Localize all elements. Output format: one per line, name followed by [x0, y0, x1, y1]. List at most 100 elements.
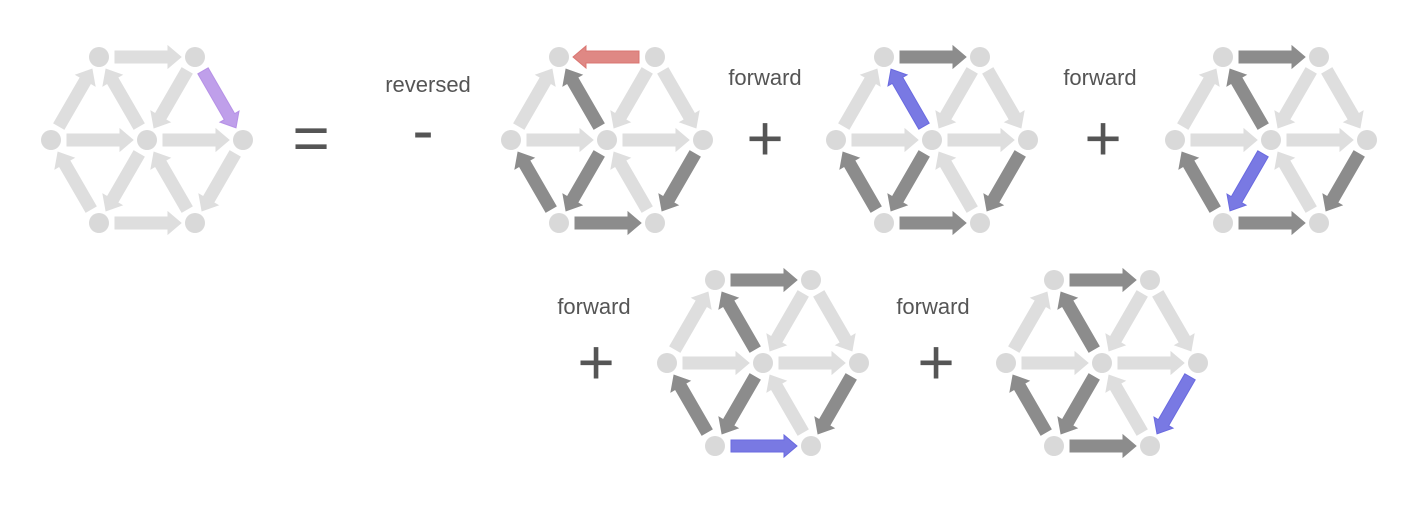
edge-arrow-tr-c	[1105, 290, 1148, 352]
edge-arrow-tr-c	[1274, 67, 1317, 129]
edge-arrow-bl-br	[574, 210, 642, 236]
node-bl	[1044, 436, 1064, 456]
node-bl	[89, 213, 109, 233]
edge-arrow-ml-c	[1021, 350, 1089, 376]
node-ml	[996, 353, 1016, 373]
node-ml	[41, 130, 61, 150]
edge-arrow-mr-br	[658, 150, 701, 212]
edge-arrow-ml-c	[526, 127, 594, 153]
edge-arrow-ml-c	[682, 350, 750, 376]
edge-arrow-br-c	[610, 151, 653, 213]
term-5-operator: +	[917, 326, 954, 398]
node-br	[1140, 436, 1160, 456]
node-ml	[501, 130, 521, 150]
term-4-graph	[657, 267, 869, 459]
edge-arrow-tl-tr	[114, 44, 182, 70]
edge-arrow-mr-br	[1322, 150, 1365, 212]
graphs-layer	[41, 44, 1377, 459]
edge-arrow-tl-tr	[730, 267, 798, 293]
edge-arrow-ml-tl	[1177, 68, 1220, 130]
edge-arrow-ml-tl	[838, 68, 881, 130]
edge-arrow-c-tl	[562, 68, 605, 130]
edge-arrow-c-mr	[162, 127, 230, 153]
edge-arrow-c-mr	[622, 127, 690, 153]
edge-arrow-bl-br	[114, 210, 182, 236]
term-3-operator: +	[1084, 102, 1121, 174]
edge-arrow-c-mr	[947, 127, 1015, 153]
edge-arrow-bl-ml	[839, 151, 882, 213]
edge-arrow-ml-c	[1190, 127, 1258, 153]
edge-arrow-tl-tr	[1069, 267, 1137, 293]
edge-arrow-tl-tr	[1238, 44, 1306, 70]
edge-arrow-c-bl	[718, 373, 761, 435]
edge-arrow-bl-ml	[54, 151, 97, 213]
term-2-operator: +	[746, 102, 783, 174]
term-5-graph	[996, 267, 1208, 459]
node-tl	[1044, 270, 1064, 290]
edge-arrow-bl-br	[1069, 433, 1137, 459]
node-c	[1261, 130, 1281, 150]
edge-arrow-ml-tl	[513, 68, 556, 130]
edge-arrow-tl-tr	[572, 44, 640, 70]
edge-arrow-bl-ml	[1178, 151, 1221, 213]
edge-arrow-tr-c	[150, 67, 193, 129]
edge-arrow-tr-mr	[197, 67, 240, 129]
node-tl	[549, 47, 569, 67]
node-tl	[1213, 47, 1233, 67]
term-2-graph	[826, 44, 1038, 236]
node-tr	[1309, 47, 1329, 67]
node-c	[1092, 353, 1112, 373]
node-mr	[849, 353, 869, 373]
node-tl	[705, 270, 725, 290]
edge-arrow-tr-mr	[1321, 67, 1364, 129]
node-br	[645, 213, 665, 233]
node-ml	[657, 353, 677, 373]
node-tr	[185, 47, 205, 67]
node-br	[185, 213, 205, 233]
edge-arrow-bl-ml	[514, 151, 557, 213]
edge-arrow-tr-c	[935, 67, 978, 129]
node-mr	[233, 130, 253, 150]
edge-arrow-br-c	[935, 151, 978, 213]
term-1-label: reversed	[385, 72, 471, 97]
edge-arrow-ml-tl	[669, 291, 712, 353]
node-c	[137, 130, 157, 150]
edge-arrow-c-tl	[102, 68, 145, 130]
edge-arrow-c-tl	[887, 68, 930, 130]
term-1-graph	[501, 44, 713, 236]
edge-arrow-c-bl	[562, 150, 605, 212]
edge-arrow-bl-br	[1238, 210, 1306, 236]
edge-arrow-tr-c	[610, 67, 653, 129]
node-tr	[1140, 270, 1160, 290]
term-1-operator: -	[412, 94, 433, 166]
term-2-label: forward	[728, 65, 801, 90]
edge-arrow-c-bl	[1057, 373, 1100, 435]
edge-arrow-ml-tl	[1008, 291, 1051, 353]
node-tr	[645, 47, 665, 67]
edge-arrow-c-tl	[1226, 68, 1269, 130]
term-3-label: forward	[1063, 65, 1136, 90]
node-mr	[1357, 130, 1377, 150]
term-3-graph	[1165, 44, 1377, 236]
edge-arrow-tr-mr	[1152, 290, 1195, 352]
node-br	[1309, 213, 1329, 233]
edge-arrow-c-tl	[718, 291, 761, 353]
node-bl	[1213, 213, 1233, 233]
edge-arrow-tr-c	[766, 290, 809, 352]
node-c	[922, 130, 942, 150]
edge-arrow-ml-c	[851, 127, 919, 153]
node-c	[753, 353, 773, 373]
node-br	[801, 436, 821, 456]
edge-arrow-tr-mr	[813, 290, 856, 352]
node-tl	[874, 47, 894, 67]
node-bl	[549, 213, 569, 233]
edge-arrow-c-bl	[1226, 150, 1269, 212]
target-graph	[41, 44, 253, 236]
edge-arrow-tr-mr	[982, 67, 1025, 129]
equals-operator: =	[292, 102, 329, 174]
node-mr	[693, 130, 713, 150]
edge-arrow-c-tl	[1057, 291, 1100, 353]
edge-arrow-c-mr	[1286, 127, 1354, 153]
node-tr	[970, 47, 990, 67]
